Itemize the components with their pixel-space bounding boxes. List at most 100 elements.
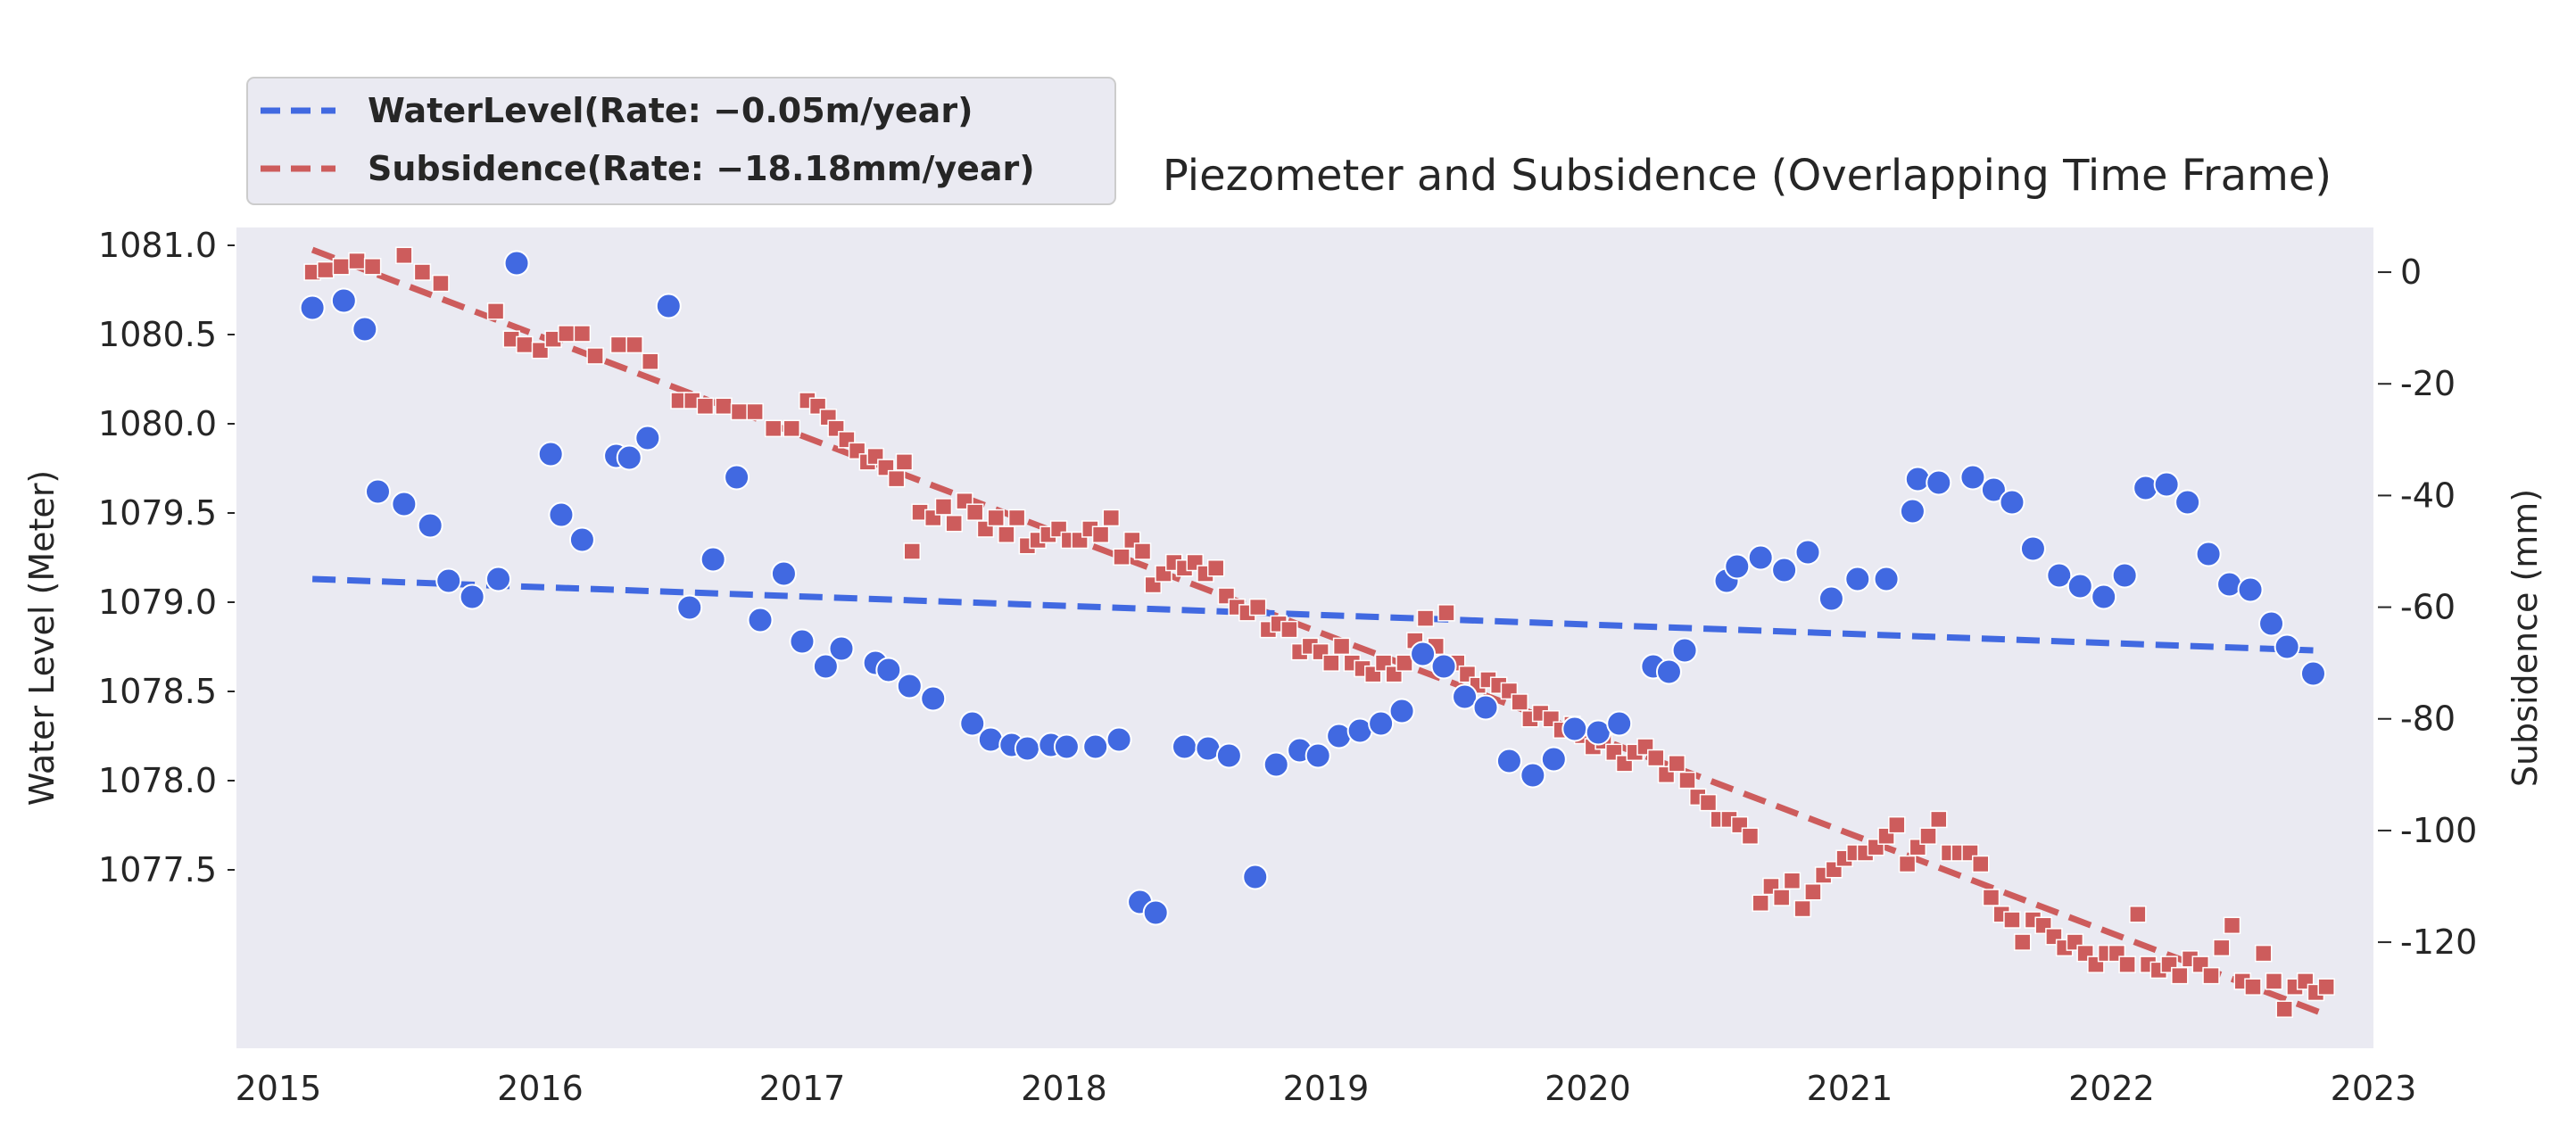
water-level-point (1926, 469, 1952, 496)
x-axis-ticks: 2015 2016 2017 2018 2019 2020 2021 2022 2023 (236, 1069, 2417, 1108)
subsidence-point (1102, 509, 1121, 527)
subsidence-point (558, 325, 576, 343)
water-level-point (1844, 566, 1871, 592)
x-tick-label: 2022 (2068, 1069, 2155, 1108)
left-y-tick-label: 1081.0 (98, 226, 217, 265)
subsidence-point (1206, 559, 1225, 577)
legend: WaterLevel(Rate: −0.05m/year) Subsidence… (246, 77, 1116, 205)
water-level-point (700, 546, 726, 573)
left-y-tick-label: 1080.5 (98, 315, 217, 354)
subsidence-point (746, 402, 764, 421)
subsidence-point (1772, 889, 1791, 906)
subsidence-point (531, 341, 550, 360)
subsidence-trend-line (311, 246, 2328, 1018)
water-level-point (485, 566, 512, 592)
trend-lines (311, 246, 2328, 1018)
subsidence-point (1930, 810, 1948, 829)
water-level-point (724, 464, 750, 491)
left-y-axis-ticks: 1077.5 1078.0 1078.5 1079.0 1079.5 1080.0 1080… (98, 226, 235, 889)
water-level-point (634, 425, 661, 451)
subsidence-point (1511, 693, 1528, 711)
water-level-point (1171, 733, 1197, 760)
subsidence-point (363, 258, 382, 276)
water-level-point (2237, 576, 2264, 603)
water-level-point (548, 501, 575, 528)
water-level-point (616, 444, 642, 471)
water-level-point (655, 293, 682, 319)
subsidence-point (987, 509, 1005, 527)
legend-subsidence-label: Subsidence(Rate: −18.18mm/year) (368, 149, 1035, 188)
right-y-tick-label: -80 (2400, 699, 2456, 739)
subsidence-point (783, 419, 800, 438)
subsidence-point (2223, 916, 2241, 935)
x-tick-label: 2018 (1021, 1069, 1107, 1108)
subsidence-point (1982, 889, 2000, 906)
x-tick-label: 2019 (1283, 1069, 1370, 1108)
subsidence-point (1898, 855, 1917, 873)
subsidence-point (1971, 855, 1990, 873)
subsidence-point (1332, 637, 1351, 656)
left-y-tick-label: 1080.0 (98, 404, 217, 443)
water-level-point (503, 250, 530, 277)
water-level-point (1794, 539, 1821, 566)
subsidence-point (2171, 966, 2189, 985)
water-level-point (2019, 535, 2046, 562)
subsidence-point (1647, 749, 1665, 767)
water-level-point (2274, 633, 2300, 660)
water-level-point (1305, 742, 1331, 769)
left-y-tick-label: 1079.5 (98, 493, 217, 533)
right-y-axis-ticks: 0 -20 -40 -60 -80 -100 -120 (2378, 252, 2477, 962)
subsidence-point (1804, 883, 1822, 901)
subsidence-point (2254, 944, 2273, 963)
water-level-point (1263, 751, 1289, 778)
subsidence-point (2265, 972, 2283, 990)
water-level-point (875, 657, 902, 683)
water-level-point (1771, 557, 1798, 583)
water-level-point (1671, 637, 1698, 664)
subsidence-point (1248, 598, 1267, 616)
subsidence-point (1888, 815, 1906, 834)
legend-box (246, 77, 1116, 205)
water-level-point (1980, 476, 2007, 503)
left-y-tick-label: 1078.0 (98, 761, 217, 800)
subsidence-point (1280, 620, 1298, 639)
subsidence-point (887, 469, 906, 488)
subsidence-markers (303, 246, 2335, 1018)
water-level-point (1430, 653, 1457, 680)
x-tick-label: 2020 (1545, 1069, 1631, 1108)
subsidence-point (1091, 525, 1110, 543)
water-level-point (1873, 566, 1900, 592)
subsidence-point (2129, 906, 2147, 923)
subsidence-point (1437, 604, 1455, 622)
water-level-point (2111, 562, 2138, 589)
water-level-point (2195, 541, 2222, 567)
water-level-point (1472, 694, 1499, 721)
x-tick-label: 2023 (2331, 1069, 2417, 1108)
water-level-point (1899, 498, 1926, 525)
subsidence-point (1699, 793, 1718, 812)
subsidence-point (1133, 542, 1152, 560)
water-level-point (299, 294, 326, 321)
right-y-axis-label: Subsidence (mm) (2506, 489, 2545, 787)
water-level-point (828, 635, 855, 662)
subsidence-point (348, 252, 366, 270)
subsidence-point (715, 397, 733, 416)
water-level-point (1106, 726, 1132, 753)
subsidence-point (1113, 548, 1131, 567)
water-level-point (789, 628, 816, 655)
x-tick-label: 2021 (1807, 1069, 1893, 1108)
water-level-point (1014, 735, 1040, 762)
subsidence-point (2003, 911, 2021, 929)
water-level-point (1520, 762, 1546, 789)
water-level-point (920, 685, 947, 712)
subsidence-point (609, 335, 628, 354)
water-level-point (1368, 710, 1395, 737)
subsidence-point (2275, 1000, 2293, 1018)
water-level-point (2091, 583, 2117, 610)
water-level-point (1452, 683, 1479, 710)
water-level-point (1053, 733, 1080, 760)
subsidence-point (332, 258, 351, 276)
subsidence-point (2202, 966, 2220, 985)
subsidence-point (903, 542, 921, 560)
subsidence-point (1752, 894, 1769, 913)
